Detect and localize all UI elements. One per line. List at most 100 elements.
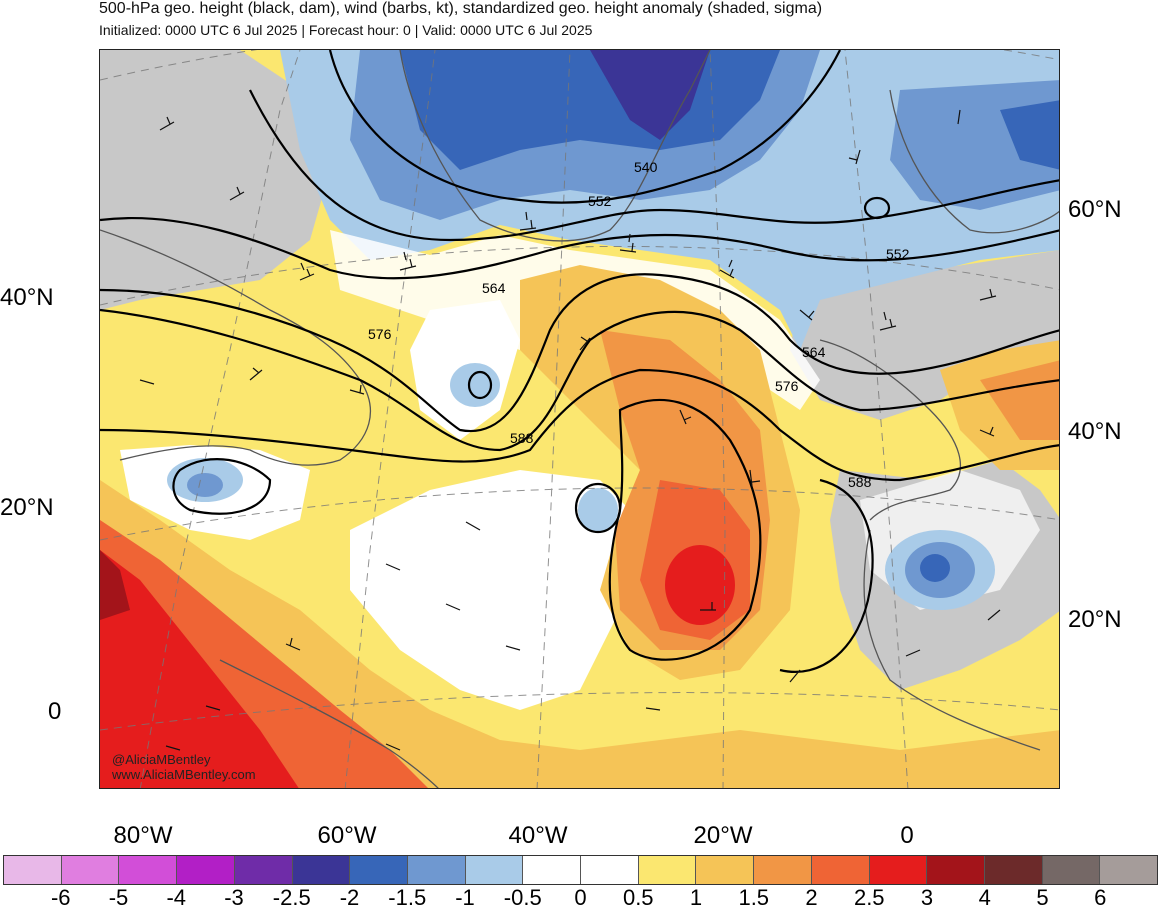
lat-label-20n-right: 20°N (1068, 606, 1122, 633)
contour-576 (100, 308, 1059, 452)
wind-barb (789, 669, 801, 683)
coast-south-america (219, 659, 439, 788)
anomaly-dark-red-southwest (100, 550, 130, 620)
meridian-80w (139, 50, 301, 788)
coast-greenland (399, 50, 711, 242)
contour-label-552-b: 552 (886, 246, 910, 262)
wind-barb (385, 743, 401, 751)
contour-label-588-a: 588 (510, 430, 534, 446)
colorbar-swatch (1100, 856, 1158, 884)
anomaly-white-central (350, 470, 640, 710)
colorbar-swatch (869, 856, 928, 884)
contour-labels: 540 552 564 576 588 552 564 576 588 (368, 159, 910, 490)
colorbar-swatch (638, 856, 697, 884)
parallel-40n (100, 245, 1059, 306)
colorbar-swatch (811, 856, 870, 884)
contour-label-576-b: 576 (775, 378, 799, 394)
wind-barb (229, 186, 245, 201)
coast-north-america (100, 229, 372, 466)
lon-label-0: 0 (900, 822, 914, 849)
anomaly-red-southwest (100, 550, 299, 788)
colorbar-tick-label: -4 (166, 885, 187, 910)
wind-barb (139, 379, 155, 385)
lon-label-80w: 80°W (113, 822, 173, 849)
colorbar-tick-label: -3 (224, 885, 244, 910)
wind-barb (645, 707, 661, 711)
colorbar-swatch (119, 856, 178, 884)
coastlines (100, 50, 1059, 788)
contour-label-576-a: 576 (368, 326, 392, 342)
colorbar-tick-label: 2.5 (853, 885, 885, 910)
contour-label-588-b: 588 (848, 474, 872, 490)
coast-africa (863, 529, 1041, 751)
colorbar-swatch (292, 856, 351, 884)
anomaly-orange2-europe (980, 360, 1059, 440)
colorbar-tick-label: -0.5 (503, 885, 542, 910)
anomaly-blue-newfoundland (450, 363, 500, 407)
wind-barb (579, 336, 591, 351)
meridian-60w (344, 50, 436, 788)
anomaly-red-ridge-core (665, 545, 735, 625)
wind-barb (445, 603, 461, 611)
anomaly-blue2-gulf (187, 473, 223, 497)
wind-barb (249, 367, 263, 381)
colorbar-swatch (927, 856, 985, 884)
colorbar-swatch (407, 856, 466, 884)
wind-barb (159, 116, 175, 131)
wind-barb (619, 233, 637, 253)
anomaly-blue3-africa (920, 554, 950, 582)
meridian-20w (709, 50, 726, 788)
contour-564 (100, 273, 1059, 433)
contour-label-540: 540 (634, 159, 658, 175)
colorbar-tick-label: 6 (1094, 885, 1107, 910)
height-contours (100, 50, 1059, 673)
wind-barb (205, 705, 221, 711)
colorbar-tick-label: -6 (50, 885, 71, 910)
colorbar-tick-label: 1 (689, 885, 703, 910)
chart-subtitle: Initialized: 0000 UTC 6 Jul 2025 | Forec… (99, 22, 593, 38)
lon-label-20w: 20°W (693, 822, 753, 849)
wind-barb (700, 602, 716, 611)
wind-barb (299, 262, 315, 281)
colorbar-swatch (696, 856, 755, 884)
graticule (100, 50, 1059, 788)
colorbar-swatch (1042, 856, 1101, 884)
contour-552b (100, 216, 1059, 280)
colorbar-tick-label: -2.5 (272, 885, 311, 910)
contour-588 (100, 368, 1059, 482)
colorbar-tick-label: 4 (978, 885, 991, 910)
wind-barb (879, 311, 897, 331)
contour-cutoff-scandinavia (863, 196, 891, 220)
colorbar-swatch (465, 856, 524, 884)
credit-website: www.AliciaMBentley.com (112, 767, 256, 782)
parallel-20n (100, 487, 1059, 541)
wind-barb (519, 211, 537, 231)
lat-label-40n-left: 40°N (0, 284, 54, 311)
wind-barb (399, 251, 417, 271)
anomaly-deep-blue-north (590, 50, 710, 140)
lat-label-40n-right: 40°N (1068, 418, 1122, 445)
wind-barb (285, 637, 301, 651)
map-canvas: 540 552 564 576 588 552 564 576 588 (100, 50, 1059, 788)
lon-label-40w: 40°W (508, 822, 568, 849)
wind-barb (979, 288, 997, 301)
colorbar-swatch (523, 856, 582, 884)
colorbar-tick-label: 2 (805, 885, 818, 910)
colorbar-swatch (984, 856, 1043, 884)
meridian-40w (536, 50, 571, 788)
wind-barbs (139, 109, 1001, 751)
lat-label-0-left: 0 (48, 698, 62, 725)
anomaly-gray-northwest (100, 50, 330, 310)
colorbar-swatch (234, 856, 293, 884)
colorbar-tick-label: 1.5 (738, 885, 770, 910)
contour-cutoff-central (574, 482, 622, 534)
coast-scandinavia (889, 89, 1059, 234)
colorbar-tick-label: -1.5 (388, 885, 427, 910)
colorbar (3, 855, 1158, 885)
wind-barb (679, 409, 692, 425)
colorbar-swatch (350, 856, 408, 884)
colorbar-swatch (177, 856, 235, 884)
anomaly-gray-east (790, 250, 1059, 420)
wind-barb (848, 149, 861, 165)
contour-label-564-a: 564 (482, 280, 506, 296)
